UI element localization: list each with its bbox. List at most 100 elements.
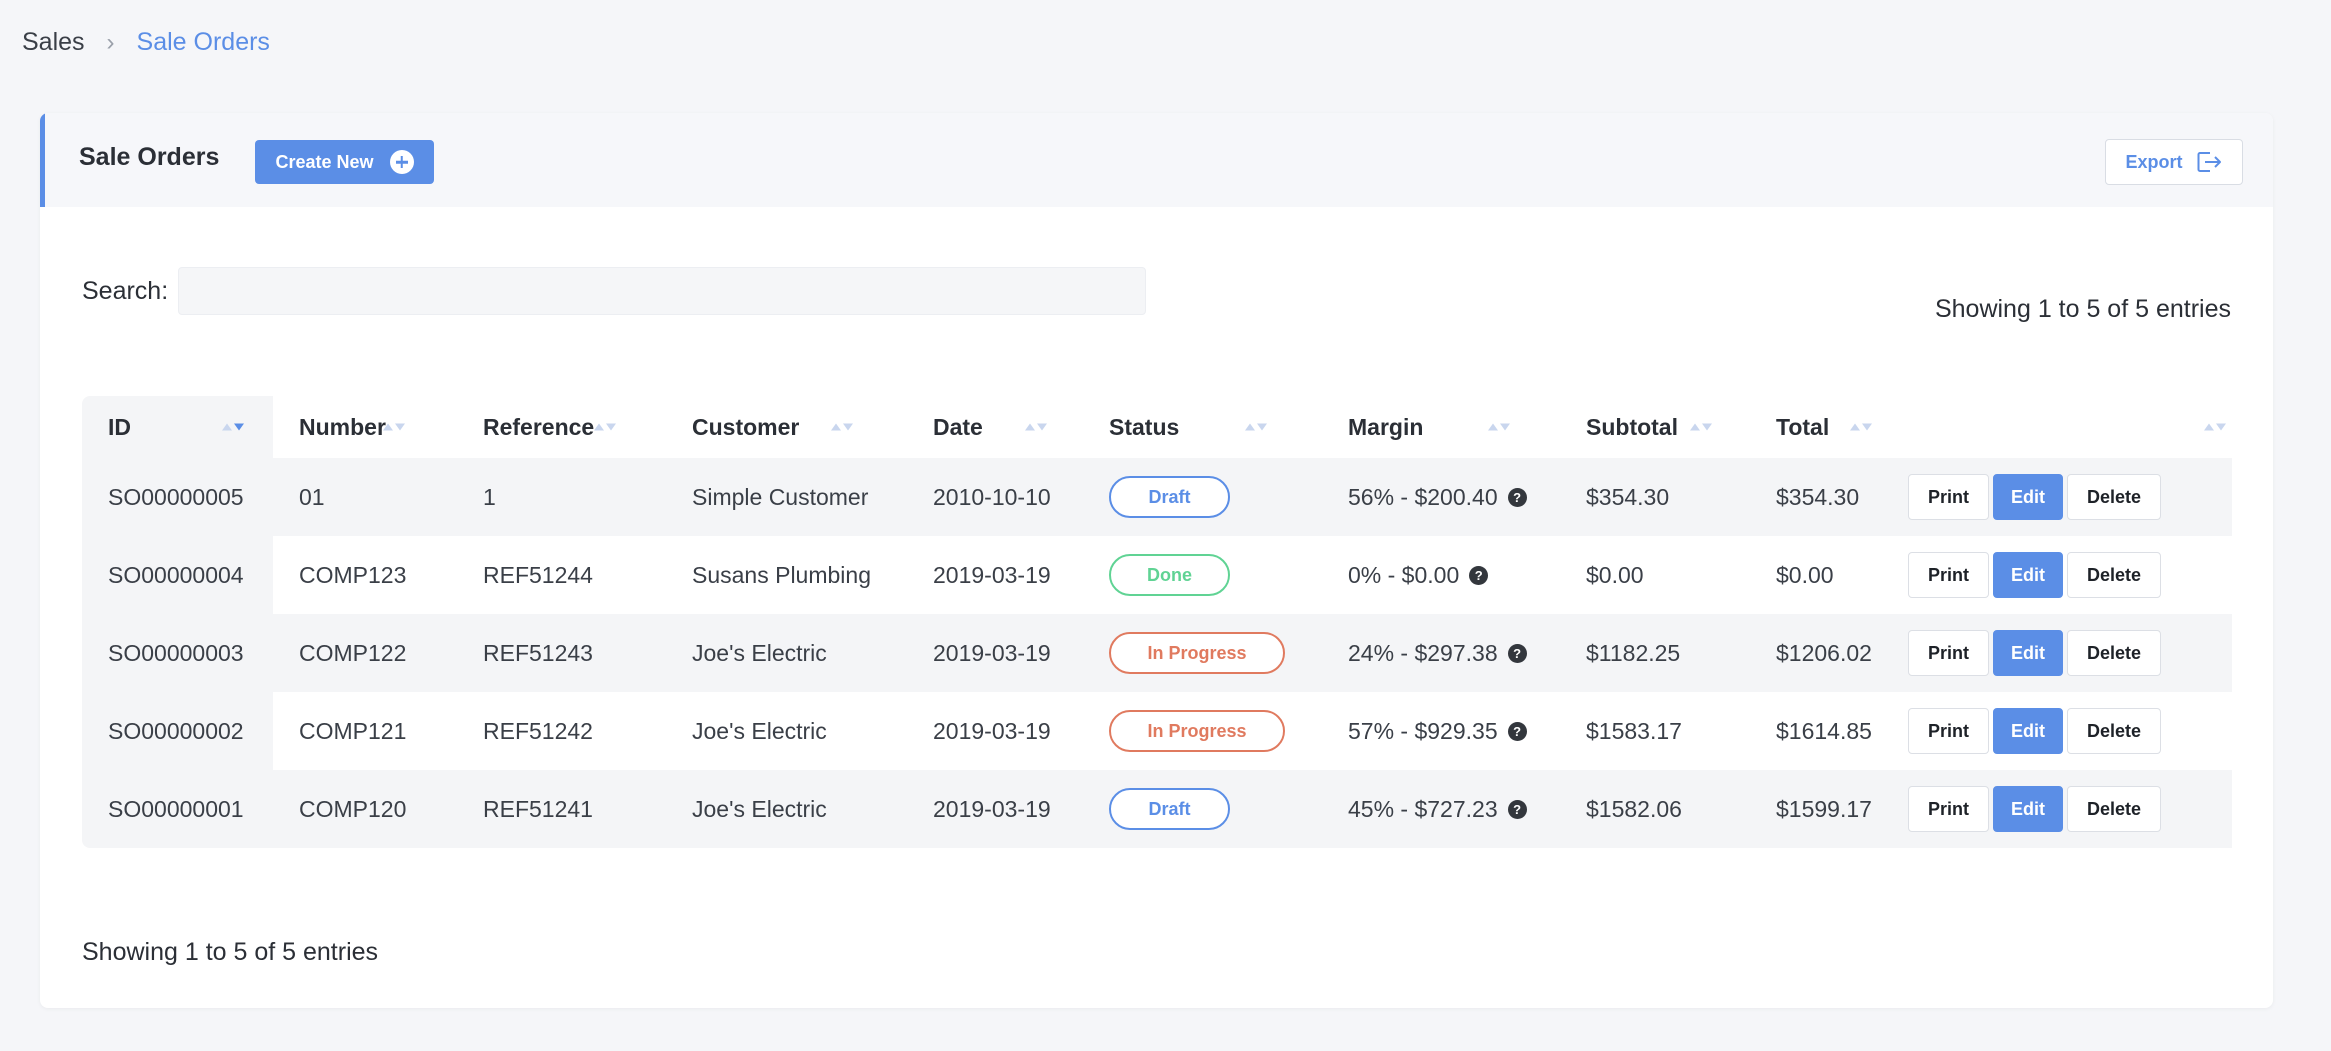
edit-button[interactable]: Edit (1993, 630, 2063, 676)
search-input[interactable] (178, 267, 1147, 315)
sort-arrows-icon[interactable] (1488, 423, 1510, 431)
cell-reference: REF51244 (457, 536, 666, 614)
card-header: Sale Orders Create New Export (40, 113, 2273, 207)
margin-value: 56% - $200.40 (1348, 483, 1498, 510)
export-button[interactable]: Export (2105, 139, 2243, 185)
delete-button[interactable]: Delete (2067, 474, 2161, 520)
cell-date: 2019-03-19 (907, 770, 1083, 848)
edit-button[interactable]: Edit (1993, 552, 2063, 598)
cell-subtotal: $354.30 (1560, 458, 1750, 536)
cell-number: 01 (273, 458, 457, 536)
cell-id: SO00000001 (82, 770, 273, 848)
cell-number: COMP121 (273, 692, 457, 770)
sort-arrows-icon[interactable] (831, 423, 853, 431)
column-header-margin[interactable]: Margin (1322, 396, 1560, 458)
cell-subtotal: $0.00 (1560, 536, 1750, 614)
print-button[interactable]: Print (1908, 786, 1989, 832)
cell-total: $354.30 (1750, 458, 1904, 536)
help-icon[interactable]: ? (1507, 487, 1527, 507)
table-row: SO00000005 01 1 Simple Customer 2010-10-10 Dr… (82, 458, 2232, 536)
sort-arrows-icon[interactable] (594, 423, 616, 431)
cell-subtotal: $1182.25 (1560, 614, 1750, 692)
delete-button[interactable]: Delete (2067, 708, 2161, 754)
create-new-button[interactable]: Create New (255, 140, 434, 184)
cell-total: $1206.02 (1750, 614, 1904, 692)
table-row: SO00000002 COMP121 REF51242 Joe's Electric 2… (82, 692, 2232, 770)
column-header-customer[interactable]: Customer (666, 396, 907, 458)
delete-button[interactable]: Delete (2067, 552, 2161, 598)
breadcrumb-sale-orders[interactable]: Sale Orders (136, 28, 270, 56)
column-header-reference[interactable]: Reference (457, 396, 666, 458)
export-label: Export (2125, 151, 2183, 172)
cell-status: In Progress (1083, 614, 1322, 692)
column-header-label: ID (108, 413, 131, 440)
cell-date: 2010-10-10 (907, 458, 1083, 536)
cell-reference: 1 (457, 458, 666, 536)
breadcrumb-sales[interactable]: Sales (22, 28, 85, 56)
column-header-number[interactable]: Number (273, 396, 457, 458)
column-header-label: Status (1109, 413, 1180, 440)
margin-value: 45% - $727.23 (1348, 795, 1498, 822)
column-header-actions[interactable] (1904, 396, 2232, 458)
plus-circle-icon (389, 150, 414, 174)
print-button[interactable]: Print (1908, 708, 1989, 754)
sort-arrows-icon[interactable] (1245, 423, 1267, 431)
sort-arrows-icon[interactable] (2204, 423, 2226, 431)
edit-button[interactable]: Edit (1993, 708, 2063, 754)
table-row: SO00000004 COMP123 REF51244 Susans Plumbing… (82, 536, 2232, 614)
cell-customer: Joe's Electric (666, 692, 907, 770)
cell-margin: 0% - $0.00? (1322, 536, 1560, 614)
help-icon[interactable]: ? (1507, 799, 1527, 819)
cell-margin: 57% - $929.35? (1322, 692, 1560, 770)
print-button[interactable]: Print (1908, 474, 1989, 520)
column-header-label: Customer (692, 413, 800, 440)
print-button[interactable]: Print (1908, 630, 1989, 676)
sort-arrows-icon[interactable] (1690, 423, 1712, 431)
delete-button[interactable]: Delete (2067, 786, 2161, 832)
print-button[interactable]: Print (1908, 552, 1989, 598)
search-label: Search: (82, 276, 169, 305)
sort-arrows-icon[interactable] (1850, 423, 1872, 431)
create-new-label: Create New (275, 151, 374, 172)
cell-margin: 45% - $727.23? (1322, 770, 1560, 848)
cell-date: 2019-03-19 (907, 536, 1083, 614)
cell-customer: Joe's Electric (666, 614, 907, 692)
cell-id: SO00000002 (82, 692, 273, 770)
column-header-id[interactable]: ID (82, 396, 273, 458)
cell-subtotal: $1583.17 (1560, 692, 1750, 770)
cell-reference: REF51243 (457, 614, 666, 692)
column-header-date[interactable]: Date (907, 396, 1083, 458)
cell-actions: Print Edit Delete (1904, 770, 2232, 848)
cell-date: 2019-03-19 (907, 692, 1083, 770)
cell-number: COMP123 (273, 536, 457, 614)
help-icon[interactable]: ? (1507, 643, 1527, 663)
cell-actions: Print Edit Delete (1904, 536, 2232, 614)
cell-id: SO00000004 (82, 536, 273, 614)
help-icon[interactable]: ? (1469, 565, 1489, 585)
sort-arrows-icon[interactable] (383, 423, 405, 431)
help-icon[interactable]: ? (1507, 721, 1527, 741)
edit-button[interactable]: Edit (1993, 474, 2063, 520)
cell-customer: Joe's Electric (666, 770, 907, 848)
delete-button[interactable]: Delete (2067, 630, 2161, 676)
cell-actions: Print Edit Delete (1904, 458, 2232, 536)
sort-arrows-icon[interactable] (222, 423, 244, 431)
entries-info-top: Showing 1 to 5 of 5 entries (1934, 295, 2231, 323)
column-header-status[interactable]: Status (1083, 396, 1322, 458)
cell-status: Draft (1083, 770, 1322, 848)
status-badge: Draft (1109, 788, 1230, 830)
sort-arrows-icon[interactable] (1025, 423, 1047, 431)
status-badge: Draft (1109, 476, 1230, 518)
column-header-total[interactable]: Total (1750, 396, 1904, 458)
entries-info-bottom: Showing 1 to 5 of 5 entries (82, 938, 379, 966)
cell-id: SO00000003 (82, 614, 273, 692)
cell-reference: REF51242 (457, 692, 666, 770)
cell-number: COMP122 (273, 614, 457, 692)
cell-status: Draft (1083, 458, 1322, 536)
status-badge: Done (1109, 554, 1230, 596)
sale-orders-table: ID Number Reference Customer Date Status Margi… (82, 396, 2232, 848)
edit-button[interactable]: Edit (1993, 786, 2063, 832)
column-header-subtotal[interactable]: Subtotal (1560, 396, 1750, 458)
column-header-label: Date (933, 413, 983, 440)
cell-total: $1599.17 (1750, 770, 1904, 848)
